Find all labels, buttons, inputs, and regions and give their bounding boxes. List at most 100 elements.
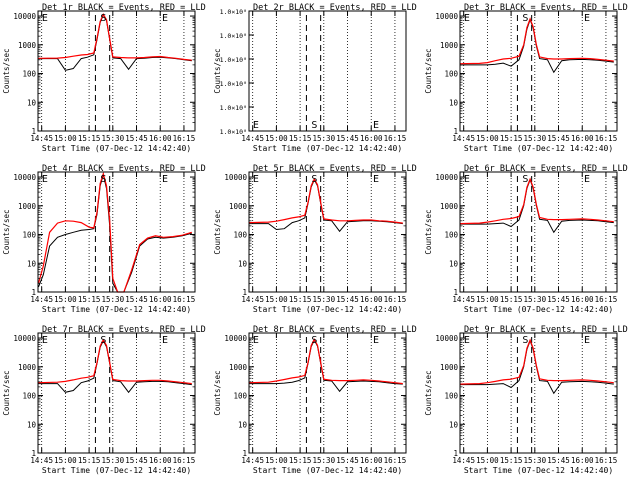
x-tick-label: 15:45 bbox=[547, 134, 570, 143]
event-marker-E: E bbox=[373, 335, 379, 346]
x-tick-label: 14:45 bbox=[30, 295, 53, 304]
panel-det-9r: Det 9r BLACK = Events, RED = LLD 1 10 100 10… bbox=[424, 325, 628, 475]
panel-det-8r: Det 8r BLACK = Events, RED = LLD 1 10 100 10… bbox=[213, 325, 417, 475]
event-marker-E: E bbox=[253, 174, 259, 185]
y-tick-label: 1 bbox=[453, 127, 458, 136]
x-tick-label: 16:15 bbox=[173, 456, 196, 465]
x-tick-label: 15:00 bbox=[265, 456, 288, 465]
plot-frame bbox=[248, 10, 407, 132]
y-tick-label: 1000 bbox=[229, 363, 248, 372]
panel-title: Det 9r BLACK = Events, RED = LLD bbox=[464, 325, 628, 335]
x-tick-label: 15:15 bbox=[78, 295, 101, 304]
event-marker-S: S bbox=[522, 335, 528, 346]
events-series-line bbox=[38, 172, 192, 293]
y-tick-label: 100 bbox=[22, 70, 36, 79]
plot-frame bbox=[37, 10, 196, 132]
x-tick-label: 16:00 bbox=[571, 295, 594, 304]
x-tick-label: 16:15 bbox=[384, 456, 407, 465]
event-marker-E: E bbox=[253, 120, 259, 131]
y-tick-label: 100 bbox=[22, 231, 36, 240]
x-tick-label: 15:00 bbox=[54, 134, 77, 143]
x-axis-label: Start Time (07-Dec-12 14:42:40) bbox=[464, 466, 613, 475]
event-marker-S: S bbox=[522, 13, 528, 24]
panel-det-4r: Det 4r BLACK = Events, RED = LLD 1 10 100 10… bbox=[2, 164, 206, 314]
event-marker-E: E bbox=[584, 335, 590, 346]
x-tick-label: 14:45 bbox=[30, 456, 53, 465]
x-tick-label: 16:00 bbox=[360, 134, 383, 143]
y-tick-label: 10000 bbox=[224, 173, 247, 182]
panel-title: Det 8r BLACK = Events, RED = LLD bbox=[253, 325, 417, 335]
panel-det-2r: Det 2r BLACK = Events, RED = LLD1.0×10⁰1… bbox=[213, 3, 417, 153]
x-tick-label: 15:30 bbox=[102, 456, 125, 465]
y-tick-label: 1.0×10⁰ bbox=[220, 8, 247, 16]
event-marker-S: S bbox=[100, 13, 106, 24]
panel-title: Det 1r BLACK = Events, RED = LLD bbox=[42, 3, 206, 13]
y-tick-label: 10 bbox=[449, 259, 459, 268]
x-tick-label: 15:30 bbox=[524, 134, 547, 143]
panel-det-6r: Det 6r BLACK = Events, RED = LLD 1 10 100 10… bbox=[424, 164, 628, 314]
x-tick-label: 16:15 bbox=[173, 295, 196, 304]
event-marker-E: E bbox=[42, 174, 48, 185]
x-tick-label: 14:45 bbox=[241, 295, 264, 304]
panel-det-1r: Det 1r BLACK = Events, RED = LLD 1 10 100 10… bbox=[2, 3, 206, 153]
y-tick-label: 10 bbox=[238, 420, 248, 429]
event-marker-E: E bbox=[464, 13, 470, 24]
events-series-line bbox=[38, 13, 192, 71]
lld-series-line bbox=[38, 338, 192, 385]
x-tick-label: 15:30 bbox=[524, 295, 547, 304]
x-tick-label: 15:15 bbox=[78, 456, 101, 465]
event-marker-E: E bbox=[584, 13, 590, 24]
y-tick-label: 100 bbox=[233, 231, 247, 240]
y-tick-label: 1 bbox=[453, 449, 458, 458]
x-tick-label: 15:00 bbox=[265, 295, 288, 304]
x-tick-label: 14:45 bbox=[241, 134, 264, 143]
x-tick-label: 16:00 bbox=[149, 134, 172, 143]
y-tick-label: 100 bbox=[233, 392, 247, 401]
x-tick-label: 16:00 bbox=[571, 456, 594, 465]
x-axis-label: Start Time (07-Dec-12 14:42:40) bbox=[42, 144, 191, 153]
event-marker-E: E bbox=[373, 174, 379, 185]
panel-det-7r: Det 7r BLACK = Events, RED = LLD 1 10 100 10… bbox=[2, 325, 206, 475]
y-tick-label: 1 bbox=[31, 127, 36, 136]
event-marker-E: E bbox=[464, 174, 470, 185]
x-tick-label: 15:45 bbox=[125, 456, 148, 465]
y-tick-label: 1 bbox=[242, 288, 247, 297]
y-tick-label: 1000 bbox=[18, 41, 37, 50]
event-marker-S: S bbox=[100, 174, 106, 185]
x-axis-label: Start Time (07-Dec-12 14:42:40) bbox=[42, 305, 191, 314]
y-tick-label: 1 bbox=[242, 449, 247, 458]
y-tick-label: 1 bbox=[453, 288, 458, 297]
plot-frame bbox=[248, 171, 407, 293]
x-tick-label: 16:00 bbox=[149, 456, 172, 465]
lld-series-line bbox=[249, 177, 403, 224]
x-axis-label: Start Time (07-Dec-12 14:42:40) bbox=[253, 305, 402, 314]
y-tick-label: 1000 bbox=[229, 202, 248, 211]
y-tick-label: 1 bbox=[31, 288, 36, 297]
x-tick-label: 16:00 bbox=[149, 295, 172, 304]
y-axis-label: Counts/sec bbox=[424, 48, 433, 93]
x-tick-label: 15:15 bbox=[289, 134, 312, 143]
event-marker-E: E bbox=[162, 174, 168, 185]
x-axis-label: Start Time (07-Dec-12 14:42:40) bbox=[253, 466, 402, 475]
x-tick-label: 15:15 bbox=[289, 456, 312, 465]
event-marker-E: E bbox=[162, 13, 168, 24]
lld-series-line bbox=[38, 12, 192, 61]
y-tick-label: 1.0×10⁰ bbox=[220, 80, 247, 88]
x-tick-label: 15:45 bbox=[125, 295, 148, 304]
y-tick-label: 1000 bbox=[18, 363, 37, 372]
y-axis-label: Counts/sec bbox=[213, 48, 222, 93]
x-tick-label: 15:30 bbox=[524, 456, 547, 465]
panel-title: Det 6r BLACK = Events, RED = LLD bbox=[464, 164, 628, 174]
plot-frame bbox=[248, 332, 407, 454]
x-tick-label: 16:00 bbox=[360, 456, 383, 465]
y-tick-label: 1000 bbox=[18, 202, 37, 211]
y-tick-label: 10000 bbox=[435, 173, 458, 182]
y-tick-label: 100 bbox=[444, 70, 458, 79]
panel-det-3r: Det 3r BLACK = Events, RED = LLD 1 10 100 10… bbox=[424, 3, 628, 153]
lld-series-line bbox=[460, 338, 614, 385]
panel-title: Det 7r BLACK = Events, RED = LLD bbox=[42, 325, 206, 335]
y-axis-label: Counts/sec bbox=[424, 370, 433, 415]
y-axis-label: Counts/sec bbox=[424, 209, 433, 254]
x-tick-label: 16:15 bbox=[595, 456, 618, 465]
x-tick-label: 15:30 bbox=[102, 134, 125, 143]
